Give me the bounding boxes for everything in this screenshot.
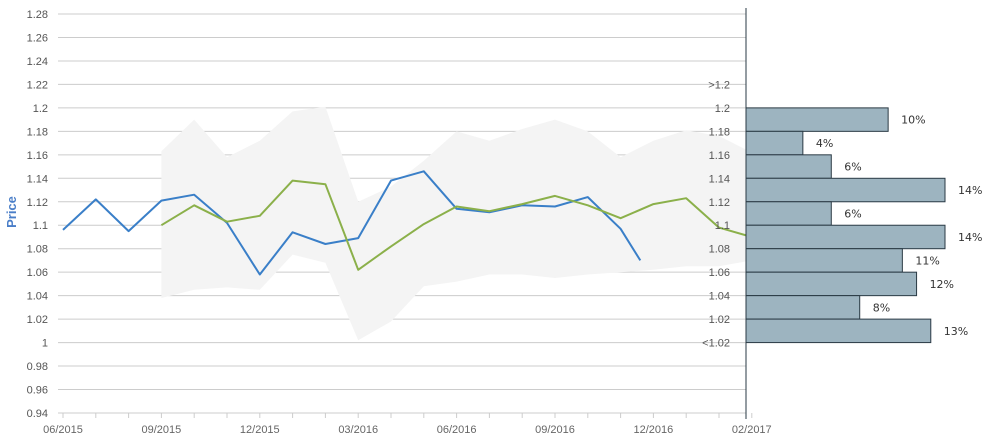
distribution-bin-labels: >1.2 1.2 1.18 1.16 1.14 1.12 1.1 1.08 1.06 1.04 1.…	[702, 79, 730, 349]
x-tick-label: 09/2016	[535, 424, 575, 436]
y-tick-label: 1.06	[27, 267, 48, 279]
distribution-bar	[745, 130, 804, 156]
bin-label: 1.18	[709, 126, 730, 138]
distribution-value-label: 14%	[958, 184, 982, 197]
y-tick-label: 1.02	[27, 314, 48, 326]
y-tick-label: 1.22	[27, 79, 48, 91]
y-tick-label: 1.24	[27, 56, 48, 68]
y-tick-label: 1	[42, 338, 48, 350]
y-tick-label: 1.1	[33, 220, 48, 232]
bin-label: 1.04	[709, 291, 730, 303]
bin-label: 1.06	[709, 267, 730, 279]
bin-label: 1.02	[709, 314, 730, 326]
bin-label: 1.2	[715, 103, 730, 115]
y-tick-label: 1.28	[27, 9, 48, 21]
distribution-value-label: 6%	[844, 208, 861, 221]
y-tick-label: 1.2	[33, 103, 48, 115]
distribution-bar	[745, 224, 946, 250]
y-tick-label: 1.08	[27, 244, 48, 256]
bin-label: 1.16	[709, 150, 730, 162]
distribution-bar	[745, 295, 861, 320]
y-tick-label: 1.14	[27, 173, 48, 185]
bin-label: >1.2	[708, 79, 730, 91]
bin-label: 1.1	[715, 220, 730, 232]
distribution-bar	[745, 107, 889, 132]
forecast-band	[161, 106, 752, 341]
y-tick-label: 1.12	[27, 197, 48, 209]
y-tick-label: 1.16	[27, 150, 48, 162]
y-axis-ticks: 1.28 1.26 1.24 1.22 1.2 1.18 1.16 1.14 1.12 1.1 1.…	[27, 9, 48, 420]
y-tick-label: 0.94	[27, 408, 48, 420]
x-tick-label: 06/2016	[437, 424, 477, 436]
x-tick-label: 02/2017	[732, 424, 772, 436]
x-tick-label: 12/2015	[240, 424, 280, 436]
bin-label: 1.14	[709, 173, 730, 185]
x-axis-ticks: 06/2015 09/2015 12/2015 03/2016 06/2016 09/20…	[43, 424, 772, 436]
distribution-bar	[745, 201, 832, 226]
distribution-value-label: 4%	[816, 137, 833, 150]
y-axis-label: Price	[4, 196, 19, 228]
distribution-value-label: 6%	[844, 161, 861, 174]
distribution-value-label: 12%	[930, 278, 954, 291]
distribution-bar	[745, 271, 918, 297]
x-tick-label: 12/2016	[634, 424, 674, 436]
y-tick-label: 1.04	[27, 291, 48, 303]
x-tick-label: 06/2015	[43, 424, 83, 436]
distribution-value-label: 14%	[958, 231, 982, 244]
forecast-band-area	[161, 106, 752, 341]
distribution-bar	[745, 318, 932, 344]
x-tick-label: 03/2016	[338, 424, 378, 436]
distribution-value-label: 13%	[944, 325, 968, 338]
distribution-bar	[745, 154, 832, 179]
x-tick-label: 09/2015	[142, 424, 182, 436]
y-tick-label: 0.96	[27, 385, 48, 397]
distribution-value-label: 10%	[901, 114, 925, 127]
distribution-value-label: 11%	[915, 254, 939, 267]
distribution-bar	[745, 177, 946, 203]
bin-label: 1.08	[709, 244, 730, 256]
distribution-value-label: 8%	[873, 301, 890, 314]
price-series-line	[62, 170, 642, 276]
price-lines	[62, 170, 753, 276]
forecast-series-line	[160, 179, 753, 271]
bin-label: <1.02	[702, 338, 730, 350]
y-tick-label: 1.26	[27, 32, 48, 44]
bin-label: 1.12	[709, 197, 730, 209]
distribution-bar	[745, 248, 903, 273]
y-tick-label: 1.18	[27, 126, 48, 138]
y-tick-label: 0.98	[27, 361, 48, 373]
distribution-bars: 10% 4% 6% 14% 6% 14% 11% 12% 8% 13%	[745, 107, 982, 344]
